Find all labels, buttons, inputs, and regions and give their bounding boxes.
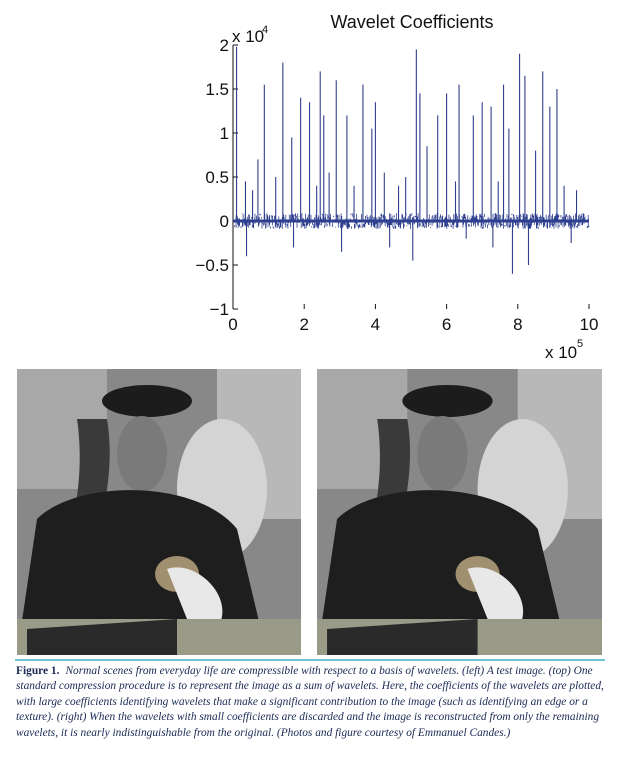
x-tick-label: 6 [442, 315, 451, 334]
figure-caption-text: Normal scenes from everyday life are com… [16, 665, 604, 739]
x-tick-label: 4 [371, 315, 380, 334]
svg-text:x 10: x 10 [545, 343, 577, 362]
y-multiplier-label: x 10 4 [232, 24, 268, 46]
noise-band [233, 213, 590, 229]
reconstructed-image [317, 369, 602, 655]
series-spikes [236, 46, 578, 274]
y-tick-label: 0 [220, 212, 229, 231]
y-tick-label: 1 [220, 124, 229, 143]
x-multiplier-label: x 10 5 [545, 338, 583, 362]
figure-caption: Figure 1. Normal scenes from everyday lif… [16, 664, 608, 741]
svg-text:4: 4 [262, 24, 268, 36]
svg-text:x 10: x 10 [232, 27, 264, 46]
caption-divider [15, 659, 605, 661]
figure-label: Figure 1. [16, 665, 60, 677]
x-tick-label: 10 [580, 315, 599, 334]
y-axis-ticks: −1 −0.5 0 0.5 1 1.5 2 [195, 36, 238, 319]
x-tick-label: 0 [228, 315, 237, 334]
x-axis-ticks: 0 2 4 6 8 10 [228, 304, 598, 334]
y-tick-label: 0.5 [205, 168, 229, 187]
y-tick-label: 2 [220, 36, 229, 55]
chart-title: Wavelet Coefficients [330, 12, 493, 32]
svg-text:5: 5 [577, 338, 583, 350]
y-tick-label: −0.5 [195, 256, 229, 275]
x-tick-label: 2 [299, 315, 308, 334]
y-tick-label: −1 [210, 300, 229, 319]
wavelet-coefficients-chart: Wavelet Coefficients x 10 4 x 10 5 −1 −0.… [195, 12, 598, 362]
x-tick-label: 8 [513, 315, 522, 334]
y-tick-label: 1.5 [205, 80, 229, 99]
test-image-original [17, 369, 301, 655]
